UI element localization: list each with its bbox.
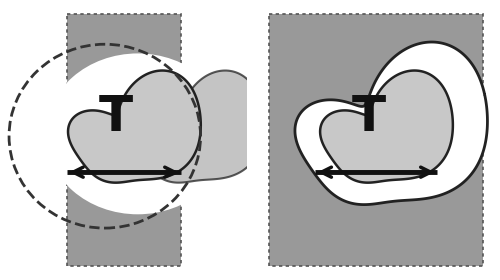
Ellipse shape xyxy=(46,53,230,214)
Polygon shape xyxy=(269,14,484,266)
Polygon shape xyxy=(320,71,453,183)
Polygon shape xyxy=(68,71,201,183)
Text: T: T xyxy=(99,93,134,141)
Polygon shape xyxy=(66,14,182,266)
Text: T: T xyxy=(352,93,386,141)
Polygon shape xyxy=(295,42,488,205)
Polygon shape xyxy=(131,71,264,183)
